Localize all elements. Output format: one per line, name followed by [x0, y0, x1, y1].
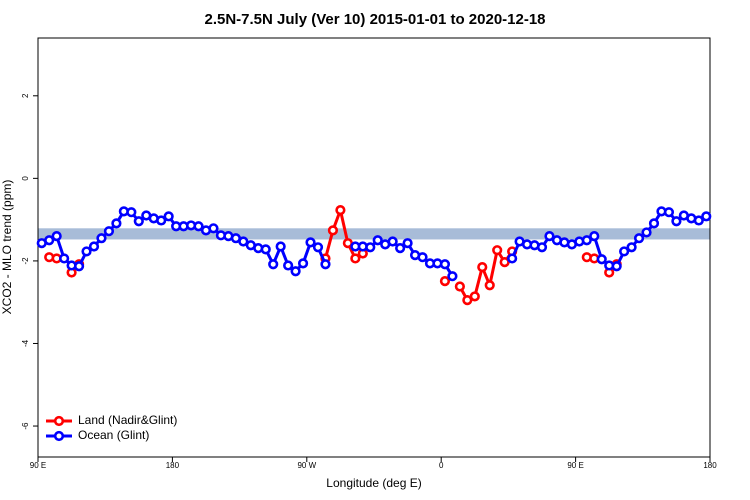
point [73, 261, 85, 272]
point [126, 207, 137, 218]
point [88, 241, 100, 252]
point [477, 262, 488, 273]
point [350, 253, 361, 264]
point [439, 259, 451, 270]
point [111, 218, 122, 229]
point [469, 291, 480, 302]
plot-frame [37, 37, 711, 458]
x-tick-label: 0 [439, 461, 444, 470]
legend-label: Land (Nadir&Glint) [78, 413, 177, 427]
chart-title: 2.5N-7.5N July (Ver 10) 2015-01-01 to 20… [204, 11, 545, 28]
point [395, 243, 406, 254]
point [268, 259, 279, 270]
point [439, 276, 451, 287]
legend-label: Ocean (Glint) [78, 428, 149, 442]
reference-band [38, 228, 710, 240]
point [133, 216, 144, 227]
point [633, 233, 645, 244]
y-tick-label: 0 [21, 176, 30, 181]
point [305, 237, 316, 248]
point [365, 242, 376, 253]
point [589, 231, 600, 242]
point [581, 235, 592, 246]
point [454, 281, 465, 292]
legend-marker [53, 415, 65, 427]
x-tick-label: 90 E [567, 461, 583, 470]
point [596, 254, 607, 265]
point [103, 226, 115, 237]
point [283, 260, 294, 271]
point [693, 215, 704, 226]
point [51, 231, 62, 242]
point [611, 261, 622, 272]
point [163, 211, 174, 222]
x-tick-label: 180 [703, 461, 717, 470]
point [492, 245, 503, 256]
point [536, 242, 548, 253]
y-tick-label: -4 [21, 339, 30, 347]
point [499, 257, 510, 268]
point [312, 242, 324, 253]
y-tick-label: -6 [21, 422, 30, 430]
point [156, 215, 167, 226]
point [208, 223, 219, 234]
point [648, 218, 660, 229]
point [297, 258, 309, 269]
point [81, 246, 92, 257]
point [484, 280, 495, 291]
point [275, 241, 286, 252]
point [402, 238, 413, 249]
point [663, 207, 675, 218]
point [507, 253, 518, 264]
x-axis-label: Longitude (deg E) [326, 476, 421, 490]
point [290, 266, 301, 277]
point [335, 205, 346, 216]
point [44, 235, 55, 246]
point [327, 225, 339, 236]
point [417, 252, 428, 263]
point [260, 244, 271, 255]
point [671, 216, 682, 227]
point [96, 233, 107, 244]
point [619, 246, 630, 257]
point [387, 236, 398, 247]
point [447, 271, 458, 282]
point [372, 235, 383, 246]
y-axis-label: XCO2 - MLO trend (ppm) [0, 180, 14, 315]
y-tick-label: 2 [21, 93, 30, 98]
point [193, 221, 204, 232]
point [320, 259, 331, 270]
point [701, 211, 712, 222]
x-tick-label: 180 [166, 461, 180, 470]
y-tick-label: -2 [21, 257, 30, 265]
point [626, 242, 637, 253]
point [641, 227, 652, 238]
point [238, 236, 249, 247]
point [544, 231, 555, 242]
x-tick-label: 90 E [30, 461, 46, 470]
point [59, 253, 70, 264]
legend-marker [53, 430, 65, 442]
x-tick-label: 90 W [297, 461, 316, 470]
point [462, 295, 473, 306]
